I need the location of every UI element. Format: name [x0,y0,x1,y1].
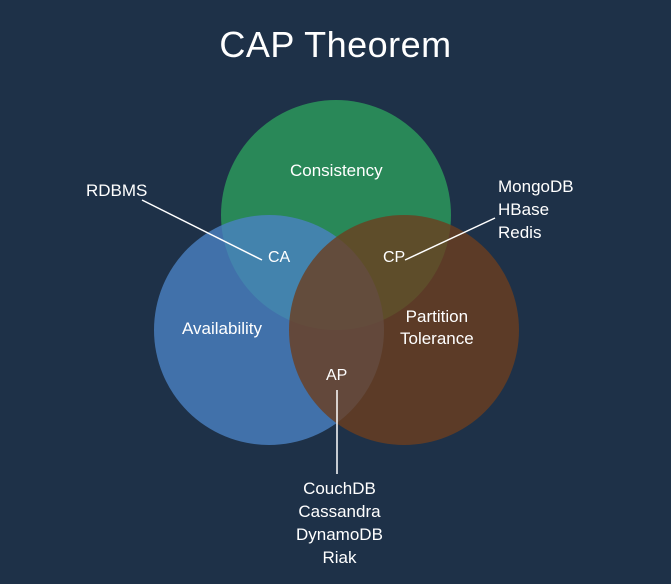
venn-diagram: Consistency Availability Partition Toler… [0,0,671,584]
intersect-cp: CP [383,249,405,267]
example-ap: CouchDB Cassandra DynamoDB Riak [296,478,383,570]
label-availability: Availability [182,318,262,340]
intersect-ap: AP [326,367,347,385]
intersect-ca: CA [268,249,290,267]
example-cp: MongoDB HBase Redis [498,176,574,245]
example-ca: RDBMS [86,180,147,203]
label-consistency: Consistency [290,160,383,182]
label-partition: Partition Tolerance [400,306,474,350]
